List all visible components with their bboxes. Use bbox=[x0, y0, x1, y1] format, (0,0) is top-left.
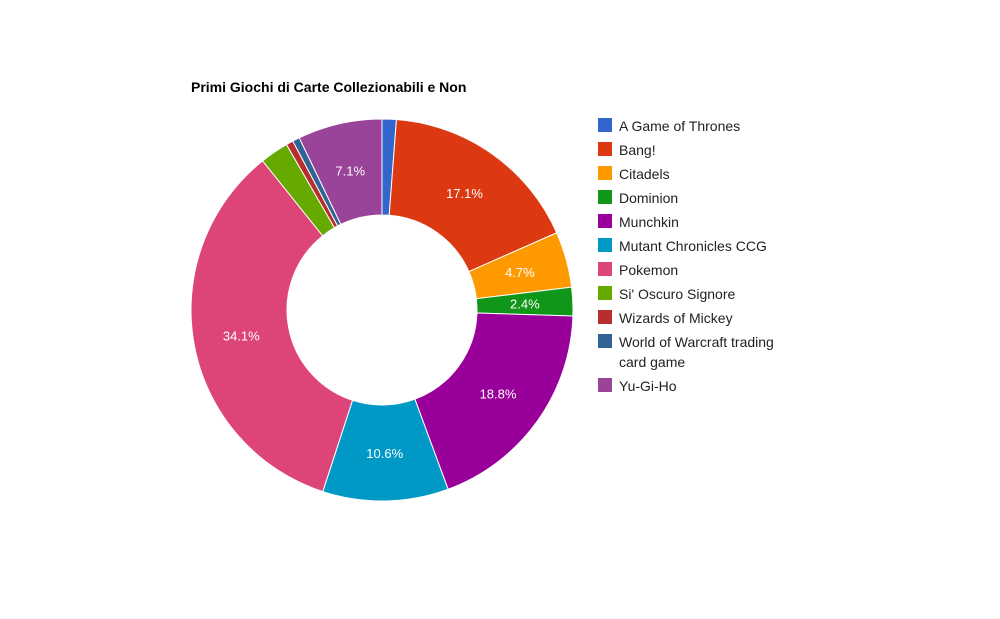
slices-group bbox=[190, 118, 574, 502]
legend-item-si-oscuro-signore[interactable]: Si' Oscuro Signore bbox=[598, 286, 735, 302]
legend: A Game of Thrones Bang! Citadels Dominion Mu… bbox=[598, 118, 774, 394]
legend-item-a-game-of-thrones[interactable]: A Game of Thrones bbox=[598, 118, 740, 134]
slice-pokemon[interactable] bbox=[190, 160, 354, 493]
slice-label-munchkin: 18.8% bbox=[480, 387, 517, 402]
slice-label-pokemon: 34.1% bbox=[223, 329, 260, 344]
legend-swatch bbox=[598, 142, 612, 156]
legend-label: Citadels bbox=[619, 166, 670, 182]
slice-munchkin[interactable] bbox=[414, 312, 574, 490]
legend-label: Munchkin bbox=[619, 214, 679, 230]
legend-swatch bbox=[598, 262, 612, 276]
legend-swatch bbox=[598, 214, 612, 228]
slice-label-bang: 17.1% bbox=[446, 186, 483, 201]
legend-label: Yu-Gi-Ho bbox=[619, 378, 677, 394]
legend-swatch bbox=[598, 190, 612, 204]
chart-title: Primi Giochi di Carte Collezionabili e N… bbox=[191, 79, 466, 95]
slice-label-yu-gi-ho: 7.1% bbox=[335, 164, 365, 179]
legend-swatch bbox=[598, 334, 612, 348]
legend-label: Dominion bbox=[619, 190, 678, 206]
legend-swatch bbox=[598, 118, 612, 132]
legend-item-yu-gi-ho[interactable]: Yu-Gi-Ho bbox=[598, 378, 677, 394]
legend-swatch bbox=[598, 238, 612, 252]
legend-swatch bbox=[598, 378, 612, 392]
legend-item-bang[interactable]: Bang! bbox=[598, 142, 656, 158]
slice-label-dominion: 2.4% bbox=[510, 297, 540, 312]
legend-item-pokemon[interactable]: Pokemon bbox=[598, 262, 678, 278]
legend-item-munchkin[interactable]: Munchkin bbox=[598, 214, 679, 230]
slice-label-citadels: 4.7% bbox=[505, 265, 535, 280]
slice-yu-gi-ho[interactable] bbox=[298, 118, 383, 226]
legend-label: Si' Oscuro Signore bbox=[619, 286, 735, 302]
legend-item-wizards-of-mickey[interactable]: Wizards of Mickey bbox=[598, 310, 733, 326]
legend-swatch bbox=[598, 286, 612, 300]
slice-bang[interactable] bbox=[388, 119, 558, 273]
slice-label-mutant-chronicles-ccg: 10.6% bbox=[366, 446, 403, 461]
legend-label: A Game of Thrones bbox=[619, 118, 740, 134]
legend-item-citadels[interactable]: Citadels bbox=[598, 166, 670, 182]
legend-item-world-of-warcraft-trading-card-game[interactable]: World of Warcraft trading card game bbox=[598, 334, 774, 370]
legend-swatch bbox=[598, 166, 612, 180]
legend-item-dominion[interactable]: Dominion bbox=[598, 190, 678, 206]
legend-label: Wizards of Mickey bbox=[619, 310, 733, 326]
legend-item-mutant-chronicles-ccg[interactable]: Mutant Chronicles CCG bbox=[598, 238, 767, 254]
legend-swatch bbox=[598, 310, 612, 324]
slice-labels-group: 17.1% 4.7% 2.4% 18.8% 10.6% 34.1% 7.1% bbox=[223, 164, 540, 461]
legend-label: Bang! bbox=[619, 142, 656, 158]
legend-label: Mutant Chronicles CCG bbox=[619, 238, 767, 254]
legend-label: Pokemon bbox=[619, 262, 678, 278]
legend-label: World of Warcraft trading card game bbox=[619, 334, 774, 370]
